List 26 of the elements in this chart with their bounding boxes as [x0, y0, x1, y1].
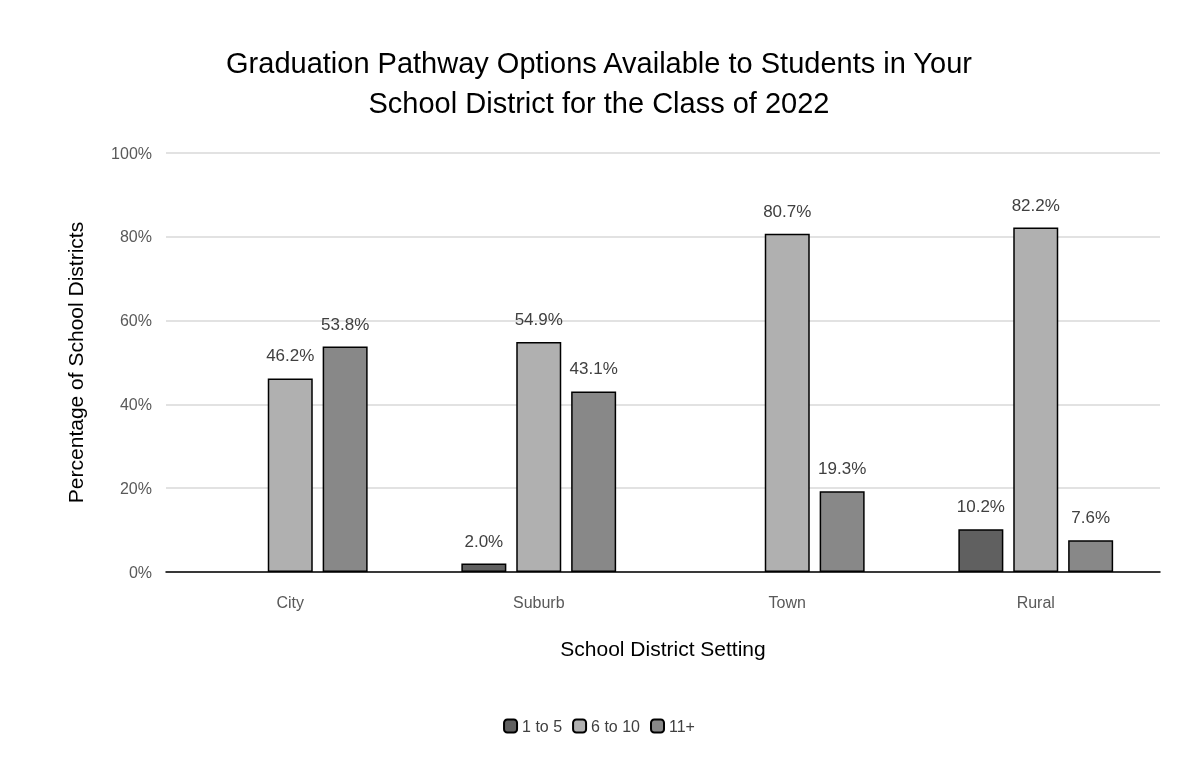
y-tick-label: 60% — [119, 312, 152, 330]
y-axis-title: Percentage of School Districts — [64, 221, 87, 504]
x-tick-label: Town — [768, 593, 806, 611]
data-label: 53.8% — [321, 314, 370, 334]
legend-label: 1 to 5 — [522, 717, 563, 735]
data-label: 10.2% — [956, 497, 1005, 517]
data-label: 54.9% — [514, 309, 563, 329]
y-tick-label: 20% — [119, 479, 152, 497]
legend-label: 6 to 10 — [591, 717, 641, 735]
data-label: 80.7% — [763, 201, 812, 221]
data-label: 43.1% — [569, 359, 618, 379]
data-label: 2.0% — [464, 531, 504, 551]
data-label: 82.2% — [1011, 195, 1060, 215]
data-label: 46.2% — [266, 346, 315, 366]
data-label: 19.3% — [818, 459, 867, 479]
x-tick-label: Suburb — [512, 593, 565, 611]
y-tick-label: 80% — [119, 228, 152, 246]
y-tick-label: 100% — [111, 144, 152, 162]
x-tick-label: Rural — [1016, 593, 1055, 611]
x-tick-label: City — [276, 593, 305, 611]
chart-title: Graduation Pathway Options Available to Students in Your School District for the Class of 2022 — [226, 47, 973, 119]
data-label: 7.6% — [1071, 508, 1111, 528]
x-axis-title: School District Setting — [560, 637, 766, 660]
legend-label: 11+ — [669, 717, 695, 735]
y-tick-label: 40% — [119, 395, 152, 413]
y-tick-label: 0% — [128, 563, 152, 581]
